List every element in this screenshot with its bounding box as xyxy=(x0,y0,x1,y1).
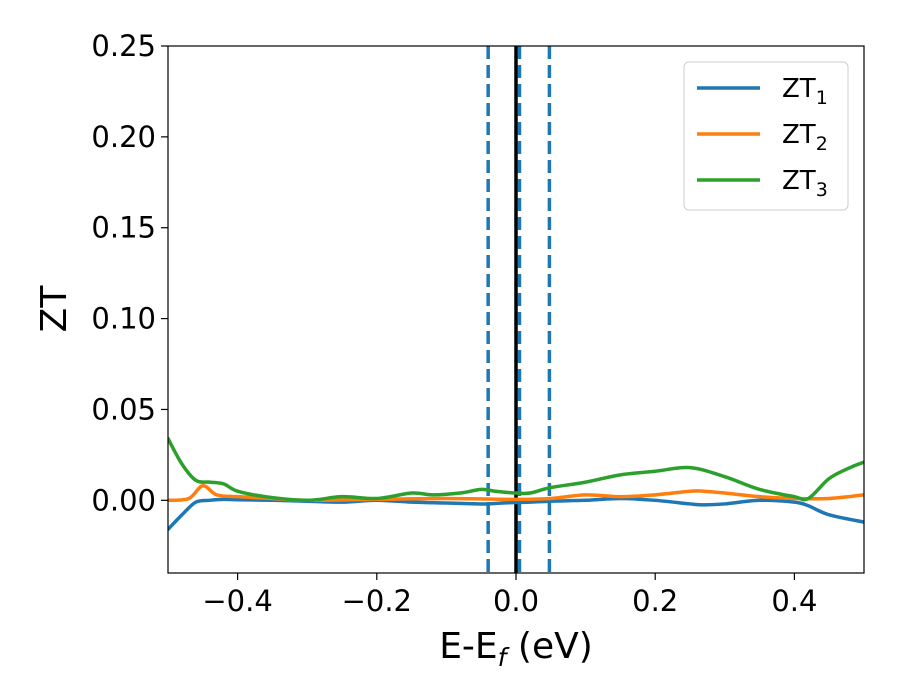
series-line-zt3 xyxy=(168,436,864,503)
x-tick-label: −0.4 xyxy=(202,584,272,618)
x-tick-label: 0.2 xyxy=(632,584,678,618)
series-layer xyxy=(168,436,864,532)
legend-box xyxy=(683,61,849,211)
legend-label-zt1: ZT1 xyxy=(782,74,828,109)
legend: ZT1 ZT2 ZT3 xyxy=(683,61,849,211)
legend-label-zt3: ZT3 xyxy=(782,166,828,201)
legend-label-zt2: ZT2 xyxy=(782,120,828,155)
y-tick-label: 0.15 xyxy=(91,211,156,245)
y-tick-label: 0.00 xyxy=(91,483,156,517)
x-tick-label: 0.4 xyxy=(771,584,817,618)
y-tick-label: 0.20 xyxy=(91,120,156,154)
series-line-zt1 xyxy=(168,496,864,532)
y-tick-label: 0.10 xyxy=(91,302,156,336)
x-axis-label: E-Ef (eV) xyxy=(439,626,593,672)
reference-lines xyxy=(486,46,552,573)
series-line-zt2 xyxy=(168,484,864,503)
x-tick-label: 0.0 xyxy=(493,584,539,618)
x-axis: −0.4 −0.2 0.0 0.2 0.4 xyxy=(202,573,817,618)
y-axis: 0.00 0.05 0.10 0.15 0.20 0.25 xyxy=(91,29,168,517)
x-axis-label-unit: (eV) xyxy=(506,626,592,667)
y-tick-label: 0.05 xyxy=(91,392,156,426)
x-tick-label: −0.2 xyxy=(342,584,412,618)
y-tick-label: 0.25 xyxy=(91,29,156,63)
y-axis-label: ZT xyxy=(34,285,75,333)
